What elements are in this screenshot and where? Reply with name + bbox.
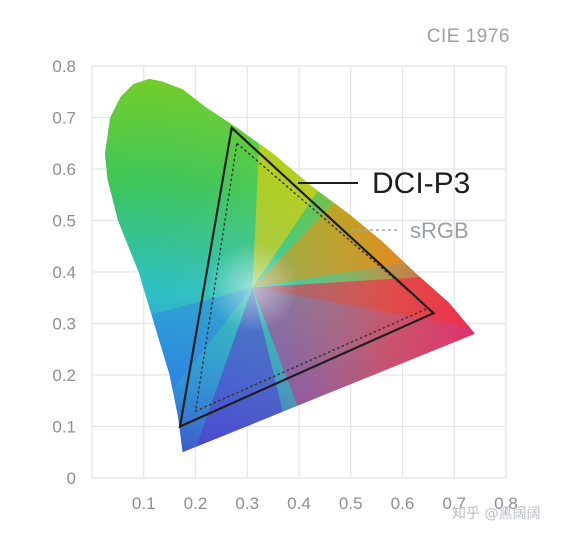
x-tick-label: 0.1 [132, 494, 156, 513]
gamut-triangles [178, 125, 436, 429]
y-tick-label: 0.7 [52, 109, 76, 128]
x-tick-label: 0.5 [339, 494, 363, 513]
y-tick-label: 0 [67, 469, 76, 488]
x-tick-label: 0.6 [391, 494, 415, 513]
y-tick-label: 0.5 [52, 212, 76, 231]
dci-p3-triangle [178, 125, 436, 429]
x-tick-label: 0.8 [494, 494, 518, 513]
x-tick-label: 0.3 [235, 494, 259, 513]
srgb-label: sRGB [410, 218, 469, 243]
y-tick-label: 0.4 [52, 263, 76, 282]
chart-title: CIE 1976 [427, 26, 510, 47]
white-point-glow [207, 242, 298, 333]
x-tick-label: 0.4 [287, 494, 311, 513]
gamut-hue-wedge [252, 287, 475, 453]
y-tick-label: 0.3 [52, 315, 76, 334]
srgb-triangle [194, 141, 430, 413]
x-tick-label: 0.7 [442, 494, 466, 513]
y-tick-label: 0.1 [52, 418, 76, 437]
axis-ticks: 0.1 0.2 0.3 0.4 0.5 0.6 0.7 0.8 0 0.1 0.2 0.3 0.4 0.5… [52, 57, 517, 513]
y-tick-label: 0.8 [52, 57, 76, 76]
watermark: 知乎 @黑阔阔 [452, 505, 540, 522]
dci-p3-label: DCI-P3 [372, 167, 470, 200]
x-tick-label: 0.2 [184, 494, 208, 513]
y-tick-label: 0.6 [52, 160, 76, 179]
y-tick-label: 0.2 [52, 366, 76, 385]
